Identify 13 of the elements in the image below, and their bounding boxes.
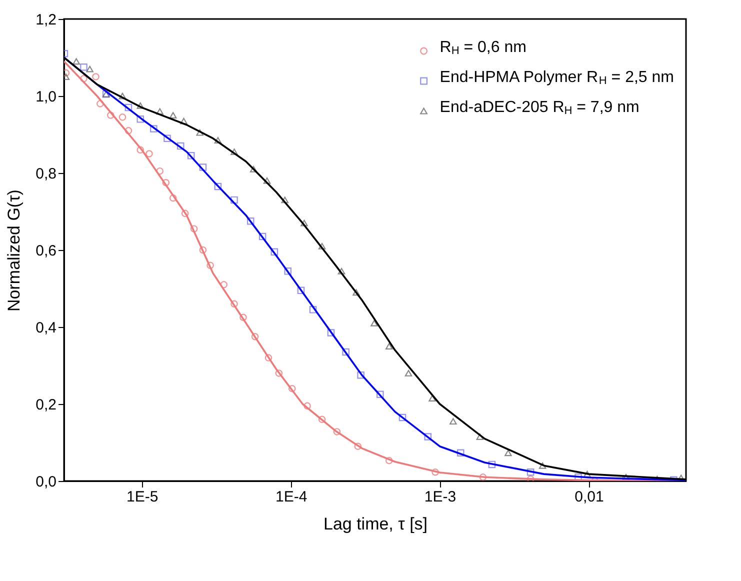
x-axis-title: Lag time, τ [s] bbox=[323, 514, 428, 534]
x-tick-label: 1E-3 bbox=[424, 488, 456, 506]
y-tick-label: 0,2 bbox=[36, 396, 56, 414]
x-tick-label: 1E-4 bbox=[275, 488, 308, 506]
y-tick-label: 0,6 bbox=[36, 242, 56, 260]
y-tick-label: 1,0 bbox=[36, 88, 56, 106]
y-axis-title: Normalized G(τ) bbox=[4, 190, 24, 312]
x-tick-label: 1E-5 bbox=[126, 488, 158, 506]
x-tick-label: 0,01 bbox=[574, 488, 604, 506]
y-tick-label: 1,2 bbox=[36, 12, 56, 28]
y-tick-label: 0,0 bbox=[36, 474, 56, 490]
y-tick-label: 0,8 bbox=[36, 166, 56, 182]
y-tick-label: 0,4 bbox=[36, 320, 56, 336]
